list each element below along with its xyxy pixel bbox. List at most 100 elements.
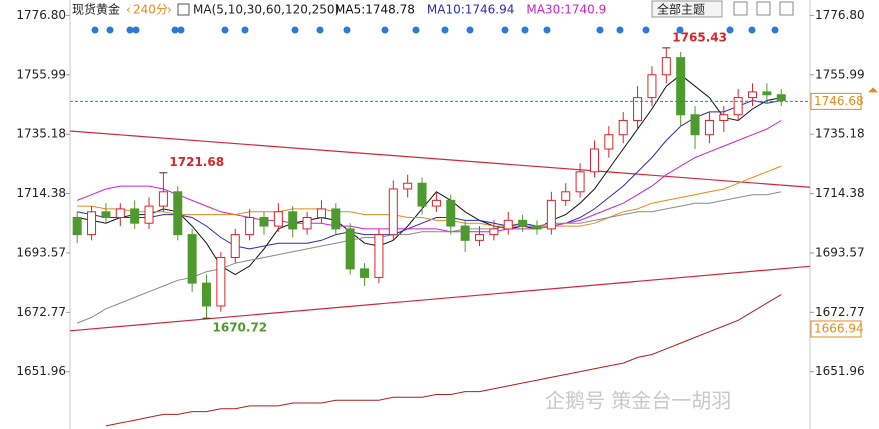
icon-add[interactable] bbox=[733, 1, 748, 16]
candle-body bbox=[489, 228, 499, 236]
indicator-icon[interactable] bbox=[177, 3, 190, 16]
y-tick-label-right: 1651.96 bbox=[815, 364, 865, 378]
y-tick-label-right: 1693.57 bbox=[815, 245, 865, 259]
ma-line bbox=[105, 294, 782, 427]
candle-body bbox=[589, 148, 599, 173]
annotation-label: 1670.72 bbox=[213, 321, 268, 335]
candle-body bbox=[661, 57, 671, 76]
candle-body bbox=[647, 74, 657, 99]
annotation-label: 1721.68 bbox=[169, 155, 224, 169]
y-tick-label-left: 1714.38 bbox=[16, 186, 66, 200]
event-dot bbox=[501, 26, 509, 34]
event-dot bbox=[596, 26, 604, 34]
candle-body bbox=[259, 216, 269, 227]
candle-body bbox=[676, 57, 686, 116]
candle-body bbox=[575, 171, 585, 193]
candle-body bbox=[403, 182, 413, 190]
marker-price-label: 1666.94 bbox=[814, 321, 864, 335]
icon-settings[interactable] bbox=[756, 1, 771, 16]
candle-body bbox=[719, 114, 729, 121]
event-dot bbox=[748, 26, 756, 34]
event-dot bbox=[177, 26, 185, 34]
candle-body bbox=[245, 216, 255, 236]
candle-body bbox=[115, 208, 125, 218]
candle-body bbox=[331, 208, 341, 230]
trend-line bbox=[69, 130, 811, 188]
event-dot bbox=[441, 26, 449, 34]
icon-close[interactable] bbox=[779, 1, 794, 16]
candle-body bbox=[417, 182, 427, 207]
theme-button-label[interactable]: 全部主题 bbox=[657, 2, 705, 17]
ma-line bbox=[77, 120, 782, 233]
theme-button[interactable] bbox=[651, 0, 723, 18]
candle-body bbox=[87, 211, 97, 236]
legend-entry: MA10:1746.94 bbox=[427, 3, 515, 17]
y-tick-label-left: 1735.18 bbox=[16, 127, 66, 141]
candle-body bbox=[748, 91, 758, 99]
candle-body bbox=[374, 234, 384, 278]
candle-body bbox=[187, 234, 197, 284]
event-dot bbox=[316, 26, 324, 34]
candle-body bbox=[690, 114, 700, 136]
ma-line bbox=[77, 74, 782, 276]
event-dot bbox=[171, 26, 179, 34]
candle-body bbox=[101, 211, 111, 218]
event-dot bbox=[466, 26, 474, 34]
candle-body bbox=[604, 134, 614, 150]
event-dot bbox=[343, 26, 351, 34]
candle-body bbox=[518, 219, 528, 227]
event-dot bbox=[132, 26, 140, 34]
candle-body bbox=[618, 119, 628, 136]
candle-body bbox=[130, 208, 140, 224]
ma-line bbox=[77, 165, 782, 227]
y-tick-label-right: 1735.18 bbox=[815, 127, 865, 141]
event-dot bbox=[91, 26, 99, 34]
candle-body bbox=[158, 191, 168, 207]
y-tick-label-left: 1651.96 bbox=[16, 364, 66, 378]
period-next[interactable]: › bbox=[167, 3, 172, 17]
ma-line bbox=[77, 99, 782, 250]
candle-body bbox=[345, 228, 355, 270]
candle-body bbox=[503, 219, 513, 230]
event-dot bbox=[642, 26, 650, 34]
candle-body bbox=[446, 199, 456, 227]
candle-body bbox=[173, 191, 183, 236]
candle-body bbox=[561, 191, 571, 201]
candle-body bbox=[460, 225, 470, 241]
event-dot bbox=[126, 26, 134, 34]
y-tick-label-left: 1693.57 bbox=[16, 245, 66, 259]
trend-line bbox=[69, 265, 811, 332]
candle-body bbox=[144, 205, 154, 224]
candle-body bbox=[230, 234, 240, 258]
candle-body bbox=[762, 91, 772, 96]
candle-body bbox=[302, 216, 312, 230]
candle-body bbox=[216, 256, 226, 307]
y-tick-label-right: 1755.99 bbox=[815, 67, 865, 81]
period-prev[interactable]: ‹ bbox=[126, 3, 131, 17]
event-dot bbox=[543, 26, 551, 34]
legend: MA5:1748.78 MA10:1746.94 MA30:1740.9 bbox=[335, 3, 606, 17]
event-dot bbox=[106, 26, 114, 34]
legend-entry: MA30:1740.9 bbox=[526, 3, 606, 17]
candle-body bbox=[546, 199, 556, 230]
event-dot bbox=[521, 26, 529, 34]
y-tick-label-left: 1776.80 bbox=[16, 8, 66, 22]
event-dot bbox=[381, 26, 389, 34]
event-dot bbox=[412, 26, 420, 34]
candle-body bbox=[431, 199, 441, 207]
y-tick-label-right: 1672.77 bbox=[815, 305, 865, 319]
annotation-label: 1765.43 bbox=[672, 30, 727, 44]
candle-body bbox=[72, 216, 82, 236]
candle-body bbox=[288, 211, 298, 230]
last-price-label: 1746.68 bbox=[814, 94, 864, 108]
candle-body bbox=[776, 94, 786, 101]
period[interactable]: 240分 bbox=[133, 3, 168, 17]
event-dot bbox=[676, 26, 684, 34]
y-tick-label-right: 1776.80 bbox=[815, 8, 865, 22]
candle-body bbox=[316, 208, 326, 218]
last-price-arrow bbox=[868, 87, 878, 93]
candle-body bbox=[388, 188, 398, 236]
candle-body bbox=[475, 234, 485, 241]
y-tick-label-left: 1755.99 bbox=[16, 67, 66, 81]
